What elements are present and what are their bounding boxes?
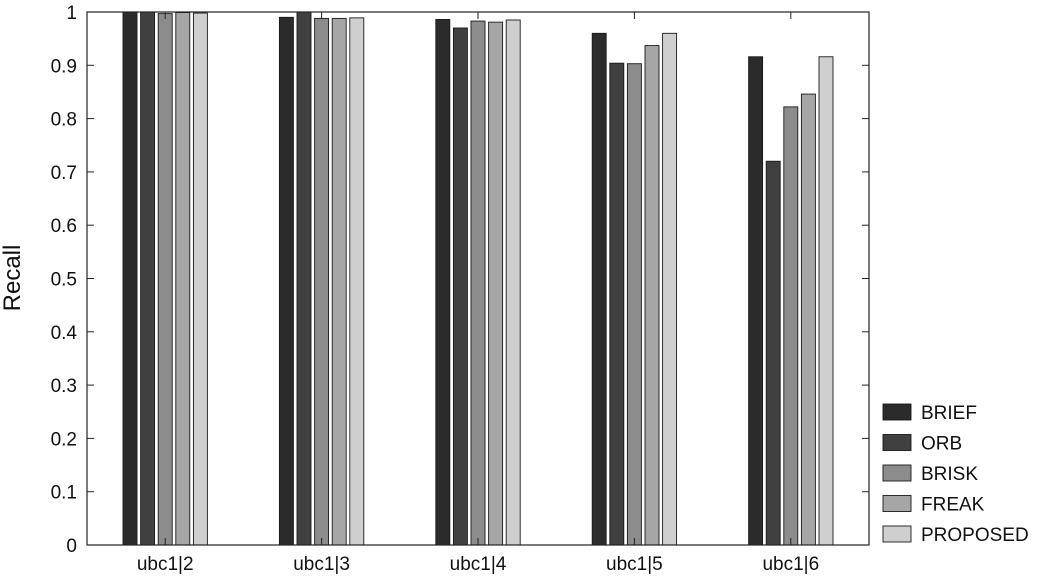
bar-brief-5 bbox=[748, 56, 764, 546]
x-tick-label: ubc1|4 bbox=[450, 554, 507, 575]
bar-orb-4 bbox=[609, 62, 625, 546]
legend-label-proposed: PROPOSED bbox=[921, 525, 1029, 546]
legend-label-freak: FREAK bbox=[921, 495, 985, 516]
bar-freak-4 bbox=[644, 45, 660, 546]
bar-brisk-1 bbox=[157, 13, 173, 546]
bar-brisk-5 bbox=[783, 106, 799, 546]
x-tick-label: ubc1|2 bbox=[137, 554, 194, 575]
legend-label-brief: BRIEF bbox=[921, 403, 977, 424]
bar-proposed-5 bbox=[818, 56, 834, 546]
legend-swatch-proposed bbox=[882, 525, 912, 543]
y-tick-label: 0.3 bbox=[51, 376, 77, 397]
y-tick-label: 0.8 bbox=[51, 110, 77, 131]
y-tick-label: 0.6 bbox=[51, 216, 77, 237]
bars-group bbox=[122, 11, 834, 546]
y-tick-label: 0.9 bbox=[51, 56, 77, 77]
y-tick-label: 0.1 bbox=[51, 483, 77, 504]
bar-proposed-2 bbox=[349, 17, 365, 546]
bar-orb-1 bbox=[140, 11, 156, 546]
bar-brisk-4 bbox=[626, 63, 642, 546]
bar-proposed-3 bbox=[505, 19, 521, 546]
legend-label-orb: ORB bbox=[921, 434, 962, 455]
bar-orb-2 bbox=[296, 11, 312, 546]
bar-freak-1 bbox=[175, 12, 191, 546]
y-tick-label: 0.4 bbox=[51, 323, 78, 344]
legend-label-brisk: BRISK bbox=[921, 464, 978, 485]
y-axis: 0 0.1 0.2 0.3 0.4 0.5 0.6 0.7 0.8 0.9 1 bbox=[51, 3, 869, 557]
y-tick-label: 1 bbox=[66, 3, 77, 24]
y-tick-label: 0.5 bbox=[51, 270, 77, 291]
legend: BRIEF ORB BRISK FREAK PROPOSED bbox=[882, 403, 1029, 546]
legend-swatch-brisk bbox=[882, 464, 912, 482]
y-axis-label: Recall bbox=[0, 245, 26, 312]
y-tick-label: 0 bbox=[66, 536, 77, 557]
x-axis: ubc1|2 ubc1|3 ubc1|4 ubc1|5 ubc1|6 bbox=[137, 12, 819, 575]
bar-orb-5 bbox=[765, 160, 781, 546]
bar-brisk-2 bbox=[314, 17, 330, 546]
bar-brisk-3 bbox=[470, 20, 486, 546]
bar-brief-3 bbox=[435, 19, 451, 546]
bar-brief-1 bbox=[122, 11, 138, 546]
legend-swatch-orb bbox=[882, 434, 912, 451]
bar-freak-3 bbox=[488, 21, 504, 546]
y-tick-label: 0.2 bbox=[51, 429, 77, 450]
legend-swatch-brief bbox=[882, 403, 912, 421]
x-tick-label: ubc1|5 bbox=[606, 554, 663, 575]
bar-freak-5 bbox=[800, 93, 816, 546]
bar-freak-2 bbox=[331, 17, 347, 546]
bar-brief-4 bbox=[591, 32, 607, 546]
legend-swatch-freak bbox=[882, 495, 912, 512]
x-tick-label: ubc1|3 bbox=[293, 554, 350, 575]
bar-orb-3 bbox=[452, 27, 468, 546]
bar-proposed-1 bbox=[192, 12, 208, 546]
bar-brief-2 bbox=[278, 16, 294, 546]
y-tick-label: 0.7 bbox=[51, 163, 77, 184]
x-tick-label: ubc1|6 bbox=[762, 554, 819, 575]
bar-proposed-4 bbox=[662, 32, 678, 546]
